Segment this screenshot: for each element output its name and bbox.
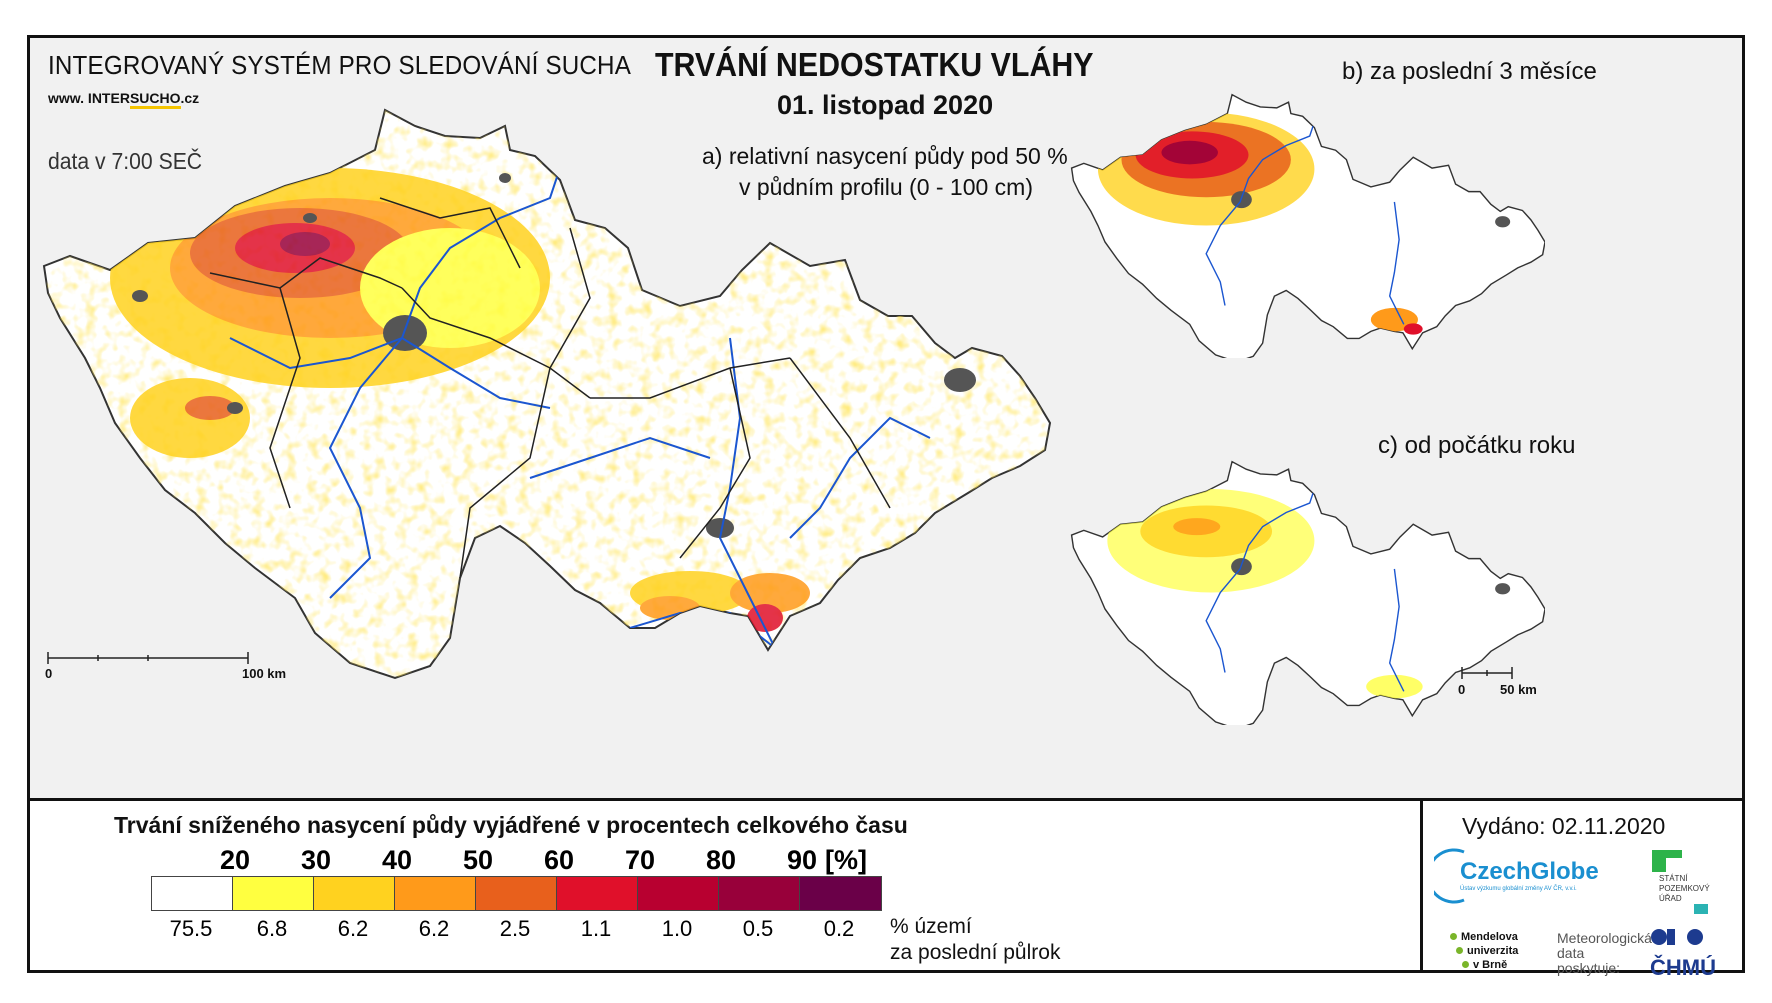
spu-text: STÁTNÍ POZEMKOVÝ ÚŘAD [1659, 874, 1710, 903]
main-scale-bar [47, 652, 249, 664]
legend-swatch [557, 877, 638, 910]
legend-area-percent: 1.0 [661, 916, 693, 941]
legend-class-label: 60 [543, 845, 575, 875]
legend-class-label: 50 [462, 845, 494, 875]
issued-date: Vydáno: 02.11.2020 [1462, 813, 1666, 839]
legend-area-percent: 0.5 [742, 916, 774, 941]
legend-area-percent: 6.2 [418, 916, 450, 941]
panel-c-map [1070, 460, 1545, 725]
legend-color-bar [151, 876, 882, 911]
czechglobe-logo-icon [1434, 848, 1465, 904]
spu-logo-icon [1652, 850, 1708, 914]
legend-area-percent: 75.5 [169, 916, 213, 941]
meteo-data-credit: Meteorologická data poskytuje: [1557, 930, 1652, 976]
legend-area-percent: 0.2 [823, 916, 855, 941]
legend-class-label: 90 [786, 845, 818, 875]
panel-c-title: c) od počátku roku [1378, 432, 1576, 459]
mendel-university-logo: Mendelova univerzita v Brně [1450, 930, 1518, 972]
small-scale-end: 50 km [1500, 682, 1537, 697]
legend-class-label: 30 [300, 845, 332, 875]
legend-swatch [476, 877, 557, 910]
legend-area-percent: 6.8 [256, 916, 288, 941]
legend-class-label: 80 [705, 845, 737, 875]
chmu-logo-icon [1651, 929, 1703, 945]
data-time: data v 7:00 SEČ [48, 148, 203, 174]
system-title: INTEGROVANÝ SYSTÉM PRO SLEDOVÁNÍ SUCHA [48, 50, 632, 80]
main-scale-end: 100 km [242, 666, 287, 681]
legend-swatch [233, 877, 314, 910]
legend-swatch [314, 877, 395, 910]
small-scale-zero: 0 [1458, 682, 1466, 697]
legend-swatch [638, 877, 719, 910]
legend-class-label: 40 [381, 845, 413, 875]
czechglobe-subtitle: Ústav výzkumu globální změny AV ČR, v.v.… [1460, 886, 1577, 892]
czechglobe-name: CzechGlobe [1460, 858, 1599, 885]
legend-class-label: 70 [624, 845, 656, 875]
main-map [42, 108, 1052, 680]
legend-unit-label: [%] [825, 845, 867, 875]
chmu-name: ČHMÚ [1650, 955, 1716, 980]
legend-swatch [395, 877, 476, 910]
legend-title: Trvání sníženého nasycení půdy vyjádřené… [114, 812, 908, 838]
legend-divider [30, 798, 1742, 801]
footer-divider [1420, 801, 1423, 970]
legend-area-percent: 6.2 [337, 916, 369, 941]
legend-swatch [152, 877, 233, 910]
legend-footnote: % území za poslední půlrok [890, 915, 1061, 964]
legend-class-label: 20 [219, 845, 251, 875]
main-map-subtitle-line2: v půdním profilu (0 - 100 cm) [739, 174, 1034, 200]
page-title: TRVÁNÍ NEDOSTATKU VLÁHY [655, 46, 1094, 83]
legend-swatch [800, 877, 881, 910]
map-area: INTEGROVANÝ SYSTÉM PRO SLEDOVÁNÍ SUCHA w… [30, 38, 1742, 798]
legend-area-percent: 1.1 [580, 916, 612, 941]
legend-area-percent: 2.5 [499, 916, 531, 941]
main-scale-zero: 0 [45, 666, 53, 681]
map-date: 01. listopad 2020 [777, 90, 994, 120]
panel-b-title: b) za poslední 3 měsíce [1342, 58, 1597, 85]
map-frame: INTEGROVANÝ SYSTÉM PRO SLEDOVÁNÍ SUCHA w… [27, 35, 1745, 980]
small-scale-bar [1461, 667, 1513, 679]
website-url[interactable]: www. INTERSUCHO.cz [48, 90, 199, 109]
panel-b-map [1070, 93, 1545, 358]
main-map-subtitle-line1: a) relativní nasycení půdy pod 50 % [702, 143, 1068, 169]
legend-swatch [719, 877, 800, 910]
